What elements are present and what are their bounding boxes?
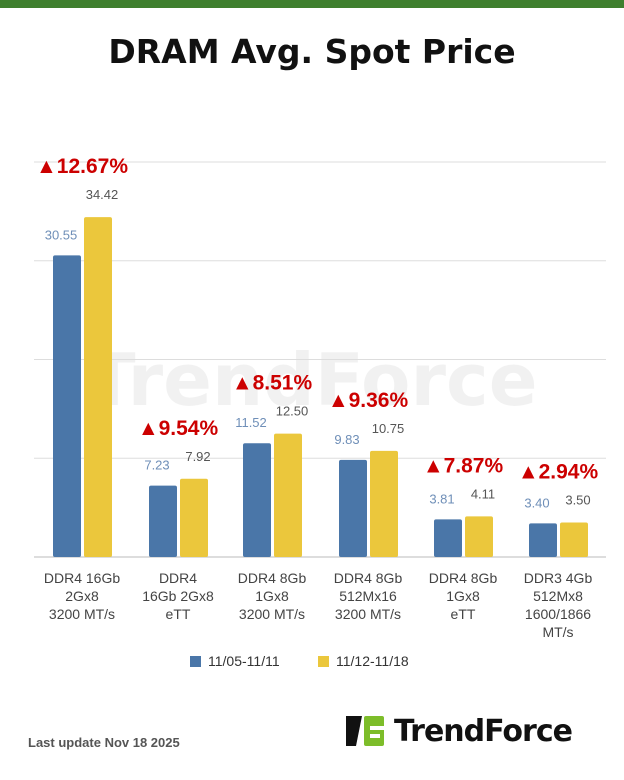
category-label: 3200 MT/s [335, 606, 401, 622]
change-label: ▲12.67% [36, 155, 128, 178]
category-label: eTT [451, 606, 476, 622]
category-label: DDR4 [159, 570, 197, 586]
watermark-text: TrendForce [86, 338, 537, 422]
category-label: 512Mx8 [533, 588, 583, 604]
legend-label-2: 11/12-11/18 [336, 653, 409, 669]
bar-chart: TrendForce 30.55 34.42 ▲12.67% DDR4 16Gb 2Gx8… [34, 155, 606, 669]
category-label: 3200 MT/s [239, 606, 305, 622]
legend-label-1: 11/05-11/11 [208, 653, 280, 669]
value-label: 3.81 [429, 491, 454, 506]
value-label: 7.92 [185, 449, 210, 464]
category-label: DDR4 8Gb [334, 570, 403, 586]
category-label: DDR4 8Gb [238, 570, 307, 586]
value-label: 7.23 [144, 458, 169, 473]
category-label: 1Gx8 [446, 588, 480, 604]
bar-2 [84, 217, 112, 558]
logo-text: TrendForce [394, 713, 573, 749]
change-label: ▲8.51% [232, 372, 313, 395]
value-label: 12.50 [276, 404, 309, 419]
value-label: 4.11 [471, 486, 495, 501]
bar-1 [339, 459, 367, 557]
bar-2 [274, 433, 302, 557]
bar-1 [243, 443, 271, 557]
value-label: 9.83 [334, 432, 359, 447]
top-accent-bar [0, 0, 624, 8]
trendforce-logo: TrendForce [346, 712, 573, 750]
category-label: eTT [166, 606, 191, 622]
bar-1 [434, 519, 462, 557]
value-label: 34.42 [86, 187, 119, 202]
category-label: 2Gx8 [65, 588, 99, 604]
category-label: 1600/1866 [525, 606, 591, 622]
category-label: DDR4 8Gb [429, 570, 498, 586]
value-label: 3.40 [524, 495, 549, 510]
category-label: DDR3 4Gb [524, 570, 593, 586]
category-label: MT/s [542, 624, 573, 640]
category-label: 16Gb 2Gx8 [142, 588, 214, 604]
value-label: 10.75 [372, 421, 405, 436]
trendforce-logo-icon [346, 716, 384, 746]
change-label: ▲2.94% [518, 460, 599, 483]
category-label: 3200 MT/s [49, 606, 115, 622]
bar-2 [370, 450, 398, 557]
last-update-note: Last update Nov 18 2025 [28, 735, 180, 750]
change-label: ▲9.54% [138, 417, 219, 440]
value-label: 3.50 [565, 492, 590, 507]
bar-1 [149, 485, 177, 557]
category-label: DDR4 16Gb [44, 570, 120, 586]
bar-1 [529, 523, 557, 557]
change-label: ▲7.87% [423, 454, 504, 477]
legend-swatch-2 [318, 656, 329, 667]
bar-1 [53, 255, 81, 557]
bar-2 [560, 522, 588, 557]
value-label: 11.52 [235, 415, 267, 430]
bar-2 [465, 516, 493, 557]
change-label: ▲9.36% [328, 389, 409, 412]
chart-title: DRAM Avg. Spot Price [108, 32, 516, 71]
legend-swatch-1 [190, 656, 201, 667]
category-label: 512Mx16 [339, 588, 397, 604]
category-label: 1Gx8 [255, 588, 289, 604]
bar-2 [180, 478, 208, 557]
value-label: 30.55 [45, 227, 78, 242]
